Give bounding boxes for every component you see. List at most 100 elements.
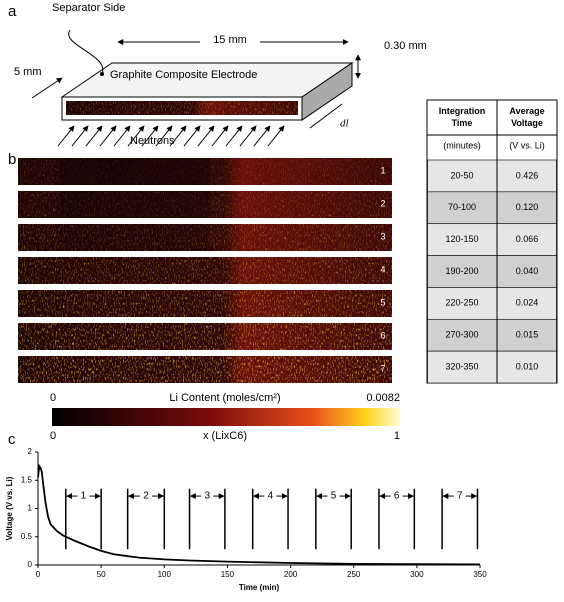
neutron-arrows (57, 125, 285, 147)
table-units: (minutes) (443, 140, 481, 150)
strip-speckle (18, 224, 392, 251)
panel-letter: b (8, 151, 16, 168)
neutron-arrow (141, 125, 159, 147)
table-row-bg (427, 191, 557, 225)
pointer (68, 29, 104, 75)
neutron-arrow (211, 125, 229, 147)
image-number: 2 (380, 198, 385, 208)
strip-speckle (18, 323, 392, 350)
x-tick-label: 100 (158, 570, 172, 579)
label: 5 mm (14, 66, 42, 78)
y-tick-label: 0.5 (21, 532, 33, 541)
neutron-arrow (57, 125, 75, 147)
table-cell: 190-200 (445, 266, 478, 276)
neutron-arrow (113, 125, 131, 147)
y-tick-label: 0 (28, 560, 33, 569)
dimension-bg (200, 33, 260, 49)
interval-label: 1 (81, 491, 87, 502)
panel-a: a Separator Side Graphite Composite Elec… (8, 2, 427, 147)
y-tick-label: 1 (28, 504, 33, 513)
strip-speckle (18, 257, 392, 284)
table-cell: 220-250 (445, 298, 478, 308)
x-axis-label: Time (min) (239, 583, 280, 592)
label: 0.30 mm (384, 40, 427, 52)
neutron-arrow (155, 125, 173, 147)
voltage-line (37, 463, 481, 566)
strip-dark (60, 158, 210, 185)
image-number: 1 (380, 165, 385, 175)
colorbar-label: 0.0082 (366, 392, 400, 404)
table-cell: 0.024 (516, 298, 539, 308)
image-number: 6 (380, 330, 385, 340)
neutron-arrow (239, 125, 257, 147)
interval-label: 3 (204, 491, 210, 502)
strip-speckle (18, 290, 392, 317)
table-row-bg (427, 255, 557, 288)
slab-speckle (66, 101, 298, 115)
table-header: Integration Time (439, 106, 486, 128)
image-number: 4 (380, 264, 385, 274)
colorbar-label: 0 (50, 392, 56, 404)
image-number: 3 (380, 231, 385, 241)
table-cell: 270-300 (445, 330, 478, 340)
interval-label: 5 (331, 491, 337, 502)
table-units: (V vs. Li) (509, 140, 545, 150)
table-row-bg (427, 159, 557, 193)
neutron-images: 1 2 3 4 5 6 7 (18, 158, 392, 383)
table-cell: 120-150 (445, 234, 478, 244)
table-cell: 0.120 (516, 202, 539, 212)
strip-speckle (18, 191, 392, 218)
x-tick-label: 350 (473, 570, 487, 579)
neutron-arrow (225, 125, 243, 147)
interval-label: 7 (457, 491, 463, 502)
table-cell: 0.426 (516, 170, 539, 180)
interval-label: 4 (268, 491, 274, 502)
strip-dark (60, 224, 210, 251)
table-cell: 0.040 (516, 266, 539, 276)
panel-letter: a (8, 3, 17, 20)
label: Neutrons (130, 135, 175, 147)
neutron-arrow (183, 125, 201, 147)
colorbar-label: 1 (394, 430, 400, 442)
y-axis-label: Voltage (V vs. Li) (5, 476, 14, 540)
y-tick-label: 1.5 (21, 475, 33, 484)
label: dl (340, 118, 349, 130)
table-cell: 0.066 (516, 234, 539, 244)
neutron-arrow (253, 125, 271, 147)
label: Separator Side (52, 2, 125, 14)
x-tick-label: 250 (347, 570, 361, 579)
neutron-arrow (197, 125, 215, 147)
interval-label: 2 (143, 491, 149, 502)
pointer-dot (100, 72, 104, 76)
dimension (31, 77, 63, 99)
label: 15 mm (213, 34, 247, 46)
interval-label: 6 (394, 491, 400, 502)
table-row-bg (427, 350, 557, 384)
table-cell: 0.010 (516, 361, 539, 371)
neutron-arrow (127, 125, 145, 147)
neutron-arrow (267, 125, 285, 147)
colorbar-title: Li Content (moles/cm²) (169, 392, 280, 404)
table-cell: 70-100 (448, 202, 476, 212)
colorbar-label: 0 (50, 430, 56, 442)
label: Graphite Composite Electrode (110, 69, 257, 81)
table-row-bg (427, 223, 557, 256)
x-tick-label: 200 (284, 570, 298, 579)
table-header: Average Voltage (509, 106, 544, 128)
dimension (309, 103, 343, 129)
y-tick-label: 2 (28, 447, 33, 456)
neutron-arrow (85, 125, 103, 147)
table-cell: 20-50 (450, 170, 473, 180)
colorbar-title: x (LixC6) (203, 430, 247, 442)
panel-letter: c (8, 431, 16, 448)
colorbar-scale (52, 408, 400, 426)
image-number: 7 (380, 363, 385, 373)
table-cell: 320-350 (445, 361, 478, 371)
neutron-arrow (71, 125, 89, 147)
x-tick-label: 50 (97, 570, 106, 579)
x-tick-label: 150 (221, 570, 235, 579)
table-row-bg (427, 318, 557, 352)
table-row-bg (427, 287, 557, 320)
